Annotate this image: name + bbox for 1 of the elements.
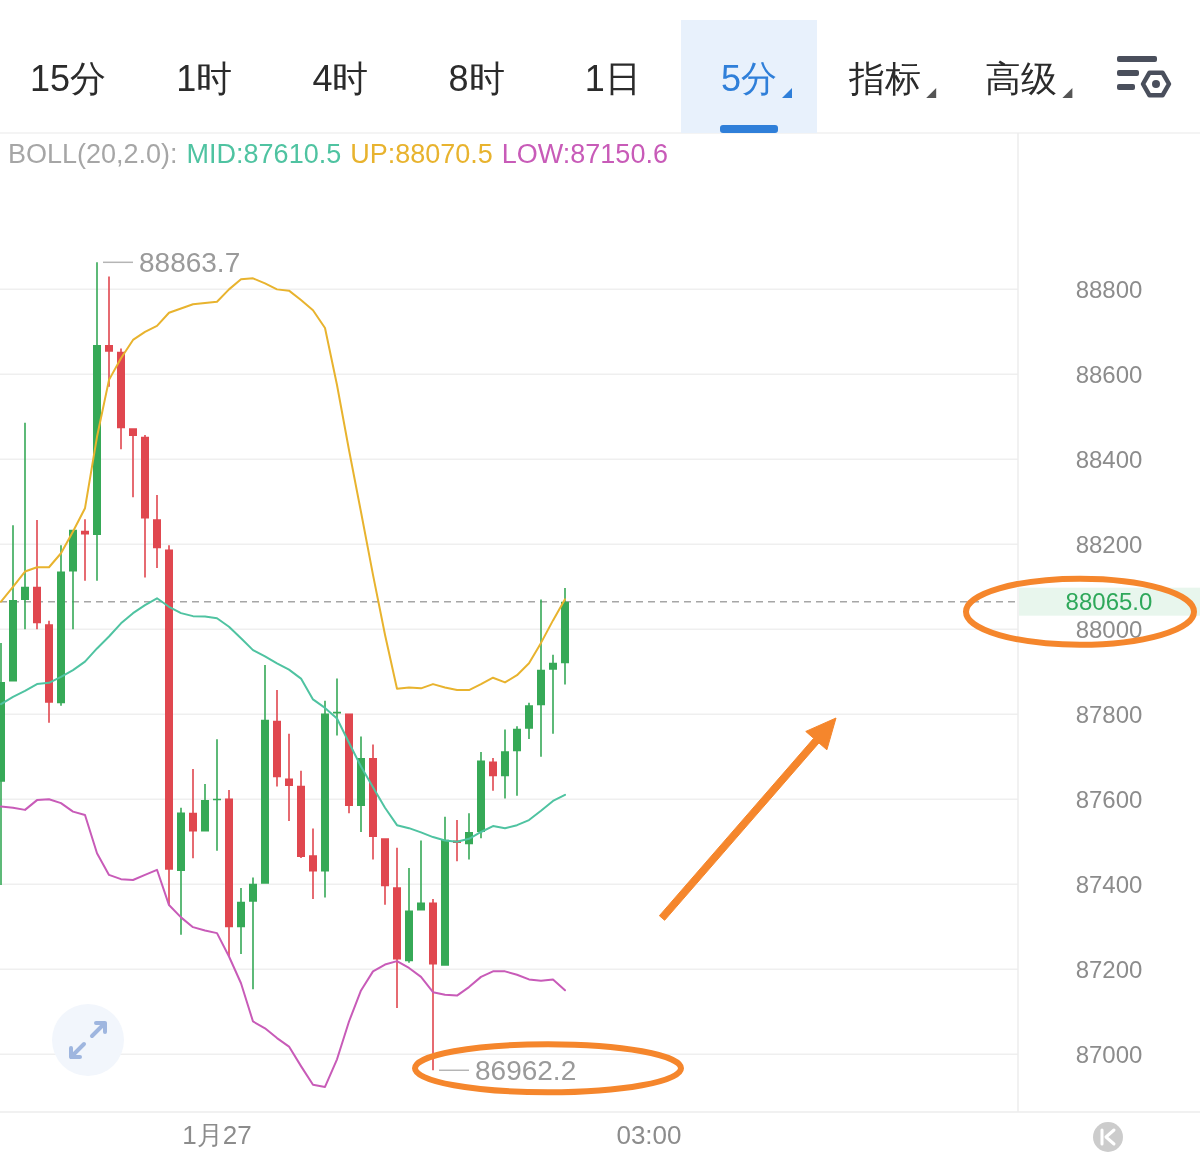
legend: BOLL(20,2.0): MID:87610.5 UP:88070.5 LOW:87150.6 [8,139,668,169]
